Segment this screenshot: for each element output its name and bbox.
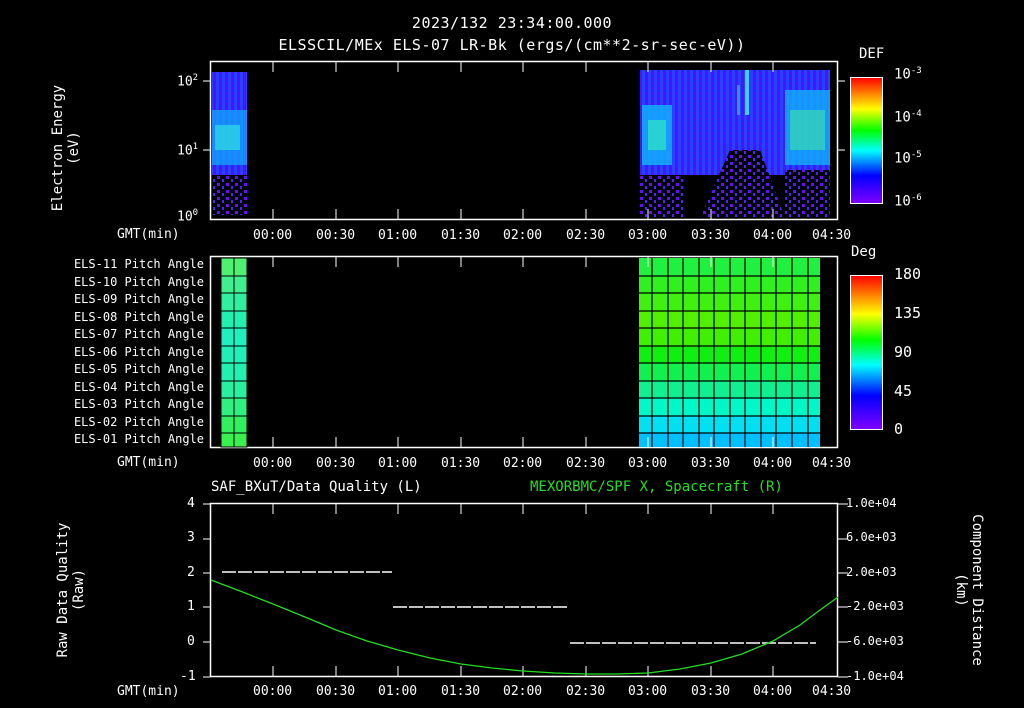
line-xtick: 04:30 [812, 684, 852, 699]
energy-xtick: 01:00 [378, 228, 418, 243]
line-xtick: 01:00 [378, 684, 418, 699]
energy-xtick: 00:00 [253, 228, 293, 243]
pitch-xtick: 03:00 [628, 456, 668, 471]
deg-colorbar-label: 90 [894, 343, 913, 361]
energy-xlabel: GMT(min) [117, 227, 180, 242]
energy-data-segment-1 [212, 72, 247, 215]
quality-ytick: 4 [187, 496, 195, 511]
pitch-row-label: ELS-10 Pitch Angle [73, 274, 204, 289]
quality-ytick: 3 [187, 530, 195, 545]
pitch-data-segment-2 [639, 258, 820, 447]
pitch-xtick: 01:30 [441, 456, 481, 471]
pitch-row-label: ELS-01 Pitch Angle [73, 432, 204, 446]
pitch-row-label: ELS-08 Pitch Angle [73, 309, 204, 324]
plot-subtitle: ELSSCIL/MEx ELS-07 LR-Bk (ergs/(cm**2-sr… [278, 36, 746, 54]
quality-ylabel: Raw Data Quality (Raw) [55, 505, 95, 675]
spacecraft-x-line [210, 579, 839, 675]
def-colorbar [850, 77, 883, 204]
deg-colorbar-title: Deg [851, 244, 877, 260]
pitch-row-label: ELS-07 Pitch Angle [73, 327, 204, 341]
quality-title: SAF_BXuT/Data Quality (L) [211, 479, 422, 495]
def-colorbar-label: 10-5 [894, 150, 922, 167]
line-xtick: 03:30 [691, 684, 731, 699]
distance-ylabel-line1: Component Distance [969, 514, 985, 666]
deg-colorbar [850, 275, 883, 430]
line-xtick: 00:00 [253, 684, 293, 699]
energy-data-segment-2 [640, 70, 830, 218]
deg-colorbar-label: 45 [894, 382, 913, 400]
quality-ytick: -1 [180, 669, 196, 684]
pitch-row-labels: ELS-11 Pitch Angle ELS-10 Pitch Angle EL… [40, 256, 204, 449]
energy-xtick: 04:00 [753, 228, 793, 243]
distance-ytick: -2.0e+03 [846, 599, 904, 613]
distance-ytick: 1.0e+04 [846, 496, 897, 510]
energy-xtick: 03:30 [691, 228, 731, 243]
quality-ylabel-line2: (Raw) [71, 568, 87, 612]
pitch-xtick: 02:00 [503, 456, 543, 471]
quality-ytick: 1 [187, 599, 195, 614]
pitch-xtick: 00:00 [253, 456, 293, 471]
energy-xtick: 01:30 [441, 228, 481, 243]
line-xlabel: GMT(min) [117, 684, 180, 699]
energy-xtick: 03:00 [628, 228, 668, 243]
pitch-row-label: ELS-04 Pitch Angle [73, 379, 204, 394]
distance-ylabel: Component Distance (km) [945, 495, 985, 685]
distance-ytick: 2.0e+03 [846, 565, 897, 579]
def-colorbar-title: DEF [859, 46, 885, 62]
data-quality-line [222, 571, 816, 644]
def-colorbar-label: 10-3 [894, 66, 922, 83]
pitch-row-label: ELS-03 Pitch Angle [73, 397, 204, 411]
quality-ytick: 2 [187, 565, 195, 580]
energy-xtick: 02:00 [503, 228, 543, 243]
line-xtick: 01:30 [441, 684, 481, 699]
deg-colorbar-label: 180 [894, 265, 922, 283]
pitch-row-label: ELS-02 Pitch Angle [73, 414, 204, 429]
deg-colorbar-label: 0 [894, 420, 904, 438]
pitch-xtick: 01:00 [378, 456, 418, 471]
energy-xticks [203, 62, 845, 219]
energy-ytick-10: 101 [177, 142, 199, 159]
quality-ytick: 0 [187, 634, 195, 649]
def-colorbar-label: 10-6 [894, 193, 922, 210]
pitch-data-segment-1 [220, 257, 248, 448]
pitch-row-label: ELS-05 Pitch Angle [73, 362, 204, 376]
energy-ytick-1: 100 [177, 208, 199, 225]
distance-ytick: 6.0e+03 [846, 530, 897, 544]
distance-ytick: -1.0e+04 [846, 669, 904, 683]
energy-xtick: 02:30 [566, 228, 606, 243]
line-axis-ticks [203, 503, 848, 678]
energy-xtick: 04:30 [812, 228, 852, 243]
line-xtick: 04:00 [753, 684, 793, 699]
quality-ylabel-line1: Raw Data Quality [55, 522, 71, 658]
pitch-row-label: ELS-06 Pitch Angle [73, 344, 204, 359]
pitch-xtick: 04:00 [753, 456, 793, 471]
def-colorbar-label: 10-4 [894, 109, 922, 126]
spacecraft-title: MEXORBMC/SPF X, Spacecraft (R) [530, 479, 783, 495]
line-xtick: 00:30 [316, 684, 356, 699]
distance-ytick: -6.0e+03 [846, 634, 904, 648]
line-xtick: 03:00 [628, 684, 668, 699]
energy-xtick: 00:30 [316, 228, 356, 243]
pitch-xtick: 00:30 [316, 456, 356, 471]
pitch-xticks [272, 257, 774, 447]
pitch-xtick: 03:30 [691, 456, 731, 471]
line-xtick: 02:30 [566, 684, 606, 699]
energy-ytick-100: 102 [177, 73, 199, 90]
pitch-xlabel: GMT(min) [117, 455, 180, 470]
pitch-xtick: 04:30 [812, 456, 852, 471]
line-xtick: 02:00 [503, 684, 543, 699]
plot-timestamp: 2023/132 23:34:00.000 [411, 14, 613, 32]
deg-colorbar-label: 135 [894, 304, 922, 322]
distance-ylabel-line2: (km) [953, 573, 969, 607]
pitch-xtick: 02:30 [566, 456, 606, 471]
pitch-row-label: ELS-09 Pitch Angle [73, 292, 204, 306]
pitch-row-label: ELS-11 Pitch Angle [73, 257, 204, 271]
